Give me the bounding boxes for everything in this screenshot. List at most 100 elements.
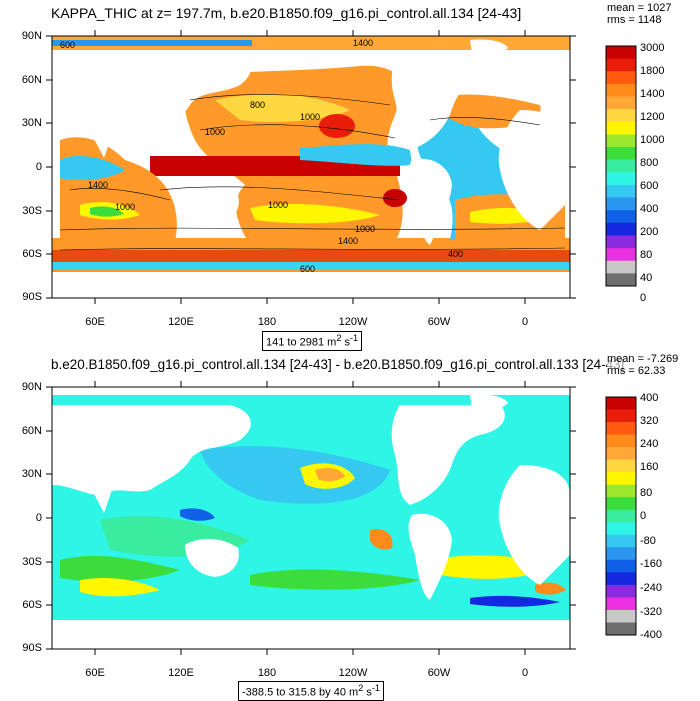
- map2-cb-label: -80: [640, 535, 656, 547]
- map1-cb-label: 1000: [640, 134, 665, 146]
- map2-lat-label: 60N: [21, 425, 42, 437]
- map2-cb-label: 320: [640, 415, 659, 427]
- map2-colorbar-swatch: [606, 559, 636, 573]
- map2-lon-label: 0: [521, 667, 529, 679]
- map2-cb-label: 400: [640, 392, 659, 404]
- map2-colorbar-swatch: [606, 509, 636, 523]
- map1-colorbar-swatch: [606, 96, 636, 110]
- map2-cb-label: 0: [640, 510, 647, 522]
- map2-land-north-america: [391, 405, 505, 505]
- map2-cb-label: 240: [640, 438, 659, 450]
- map2-title: b.e20.B1850.f09_g16.pi_control.all.134 […: [51, 357, 625, 372]
- map1-title: KAPPA_THIC at z= 197.7m, b.e20.B1850.f09…: [51, 5, 522, 21]
- map1-land-australia: [185, 185, 239, 224]
- map1-colorbar-swatch: [606, 147, 636, 161]
- map1-lat-label: 0: [35, 161, 42, 173]
- map2-cb-label: 160: [640, 461, 659, 473]
- map2-stats: mean = -7.269 rms = 62.33: [607, 353, 679, 377]
- map2-ticks: [46, 381, 576, 655]
- map1-contour-label: 600: [300, 264, 315, 274]
- map2-land-south-america: [408, 513, 452, 600]
- map2-field: [52, 387, 570, 649]
- map2-range-unit: s: [363, 686, 372, 699]
- map2-lat-label: 30S: [22, 556, 42, 568]
- map2-cb-label: -240: [640, 582, 663, 594]
- map2-colorbar-border: [605, 396, 637, 636]
- map2-lat-label: 0: [35, 512, 42, 524]
- map2-colorbar-swatch: [606, 547, 636, 561]
- map2-colorbar-swatch: [606, 597, 636, 611]
- map2-land-greenland: [470, 394, 508, 413]
- map1-colorbar-swatch: [606, 260, 636, 274]
- map2-colorbar-swatch: [606, 447, 636, 461]
- map1-lon-label: 120W: [338, 316, 368, 328]
- map2-lon-label: 120W: [338, 667, 368, 679]
- map1-contour-label: 600: [60, 40, 75, 50]
- map1-colorbar-swatch: [606, 109, 636, 123]
- map2-land: [52, 387, 570, 649]
- map2-lat-label: 30N: [21, 468, 42, 480]
- map1-lat-label: 90N: [21, 30, 42, 42]
- map2-land-india: [92, 490, 112, 513]
- map1-cb-label: 80: [640, 249, 653, 261]
- map1-contour-labels: 1400 1000 800 1000 1400 1000 1000 1000 1…: [60, 38, 463, 274]
- map1-ticks: [46, 30, 576, 304]
- map1-stat-rms: rms = 1148: [607, 14, 662, 26]
- map2-colorbar-swatch: [606, 522, 636, 536]
- map2-land-australia: [185, 538, 239, 577]
- map1-contour-label: 1400: [353, 38, 373, 48]
- map1-colorbar-swatch: [606, 172, 636, 186]
- map2-lon-label: 180: [257, 667, 277, 679]
- map2-colorbar-swatch: [606, 397, 636, 410]
- map1-colorbar-swatch: [606, 210, 636, 224]
- map2-colorbar-swatch: [606, 422, 636, 435]
- map2-stat-mean: mean = -7.269: [607, 353, 679, 365]
- map1-contour-label: 1000: [300, 112, 320, 122]
- map1-contour-label: 1000: [355, 224, 375, 234]
- map1-cb-label: 1200: [640, 111, 665, 123]
- map1-cb-label: 400: [640, 203, 659, 215]
- map1-contour-label: 1400: [88, 180, 108, 190]
- map1-range-text: 141 to 2981 m: [266, 336, 337, 349]
- map1-colorbar-swatch: [606, 46, 636, 60]
- map1-cb-label: 0: [640, 292, 647, 304]
- map1-contour-label: 800: [250, 100, 265, 110]
- map2-range-text: -388.5 to 315.8 by 40 m: [242, 686, 359, 699]
- map2-lon-label: 60E: [85, 667, 105, 679]
- map2-lat-label: 60S: [22, 599, 42, 611]
- map2-colorbar-swatch: [606, 497, 636, 511]
- map1-land-india: [92, 135, 112, 158]
- map1-cb-label: 1800: [640, 65, 665, 77]
- map1-lat-label: 30S: [22, 205, 42, 217]
- map1-contour-label: 1000: [268, 200, 288, 210]
- map1-colorbar-swatch: [606, 222, 636, 236]
- map2-colorbar-swatch: [606, 459, 636, 473]
- map2-range-sup: 2: [358, 683, 364, 693]
- map2-land-arctic: [52, 387, 570, 393]
- map1-land-north-america: [391, 50, 505, 150]
- map1-contour-label: 1000: [115, 202, 135, 212]
- map1-land-greenland: [470, 39, 508, 58]
- map2-colorbar-swatch: [606, 584, 636, 598]
- map1-land-africa: [498, 110, 570, 230]
- map1-colorbar-swatch: [606, 159, 636, 173]
- map1-range-box: 141 to 2981 m2 s-1: [262, 331, 363, 351]
- map1-lon-label: 0: [521, 316, 529, 328]
- map1-cb-label: 200: [640, 226, 659, 238]
- map1-contours: [59, 94, 566, 251]
- map2-cb-label: -160: [640, 558, 663, 570]
- map2-colorbar: [605, 396, 637, 636]
- map1-colorbar-swatch: [606, 184, 636, 198]
- map2-lon-label: 60W: [427, 667, 451, 679]
- map1-cb-label: 40: [640, 272, 653, 284]
- map1-land-south-america: [408, 158, 452, 245]
- map1-lon-label: 60E: [85, 316, 105, 328]
- map2-cb-label: 80: [640, 487, 653, 499]
- map1-colorbar-swatch: [606, 121, 636, 135]
- map1-colorbar-swatch: [606, 235, 636, 249]
- map2-land-antarctica: [52, 620, 570, 649]
- map1-cb-label: 600: [640, 180, 659, 192]
- map2-lat-label: 90N: [21, 381, 42, 393]
- map2-stat-rms: rms = 62.33: [607, 365, 666, 377]
